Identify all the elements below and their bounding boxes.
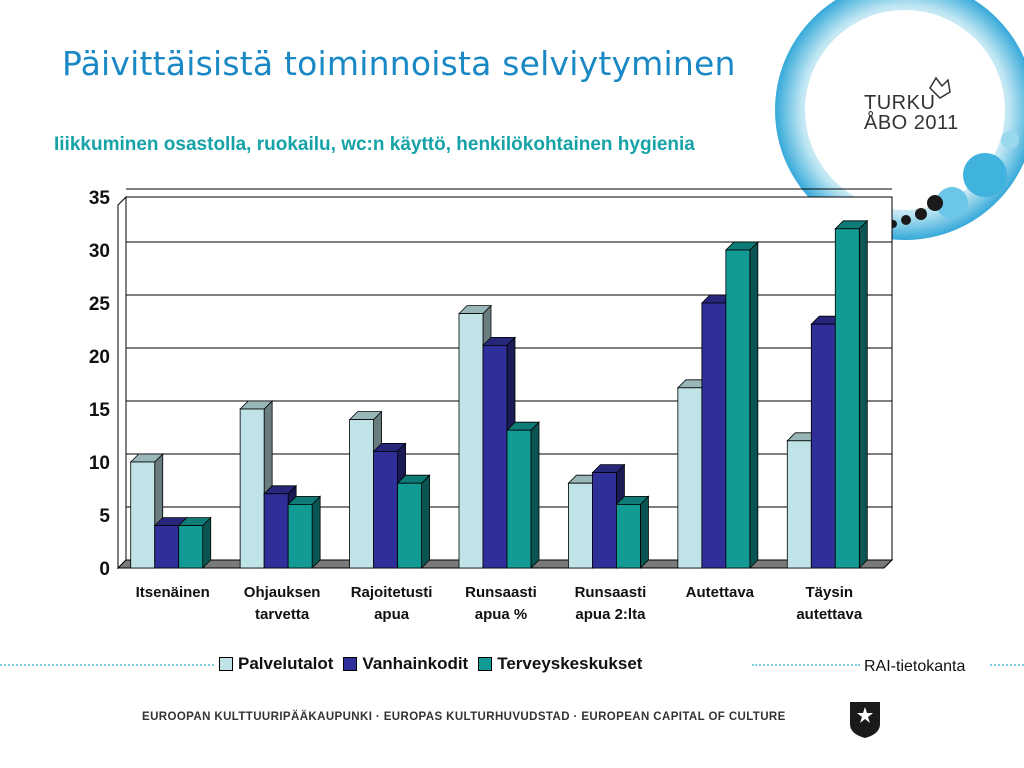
decorative-dot <box>936 187 968 219</box>
chart-legend: Palvelutalot Vanhainkodit Terveyskeskuks… <box>219 654 652 674</box>
page-subtitle: Iiikkuminen osastolla, ruokailu, wc:n kä… <box>54 134 695 155</box>
x-tick-label: apua % <box>475 606 528 623</box>
bar-vanhainkodit <box>154 525 180 569</box>
logo-line-turku: TURKU <box>864 92 936 114</box>
y-tick-label: 20 <box>89 347 110 368</box>
logo-line-abo: ÅBO 2011 <box>864 112 959 134</box>
decorative-ring-inner <box>805 10 1005 210</box>
y-tick-label: 10 <box>89 453 110 474</box>
bar-palvelutalot <box>786 440 812 569</box>
bar-side <box>311 495 321 569</box>
bar-palvelutalot <box>458 313 484 569</box>
bar-vanhainkodit <box>373 450 398 569</box>
legend-item-terveyskeskukset: Terveyskeskukset <box>478 654 642 674</box>
bar-palvelutalot <box>239 408 265 569</box>
x-tick-label: apua 2:lta <box>575 606 646 623</box>
footer-text: EUROOPAN KULTTUURIPÄÄKAUPUNKI · EUROPAS … <box>142 711 786 723</box>
bar-palvelutalot <box>677 387 703 569</box>
bar-terveyskeskukset <box>506 429 532 569</box>
bar-terveyskeskukset <box>397 482 422 569</box>
x-tick-label: Autettava <box>686 584 755 601</box>
bar-terveyskeskukset <box>834 228 860 569</box>
plot-side-wall <box>117 195 127 570</box>
divider-dotted-mid <box>752 664 860 666</box>
bar-vanhainkodit <box>810 323 836 569</box>
bar-palvelutalot <box>568 482 593 569</box>
x-tick-label: tarvetta <box>255 606 310 623</box>
x-tick-label: Täysin <box>806 584 854 601</box>
bar-vanhainkodit <box>263 493 289 569</box>
bar-side <box>530 421 540 569</box>
bar-vanhainkodit <box>592 472 617 569</box>
bar-side <box>858 219 868 569</box>
decorative-dot <box>963 153 1007 197</box>
divider-dotted-right <box>990 664 1024 666</box>
bar-palvelutalot <box>349 419 374 569</box>
legend-item-palvelutalot: Palvelutalot <box>219 654 333 674</box>
bar-side <box>421 474 430 569</box>
y-tick-label: 0 <box>99 559 110 580</box>
y-tick-label: 35 <box>89 188 111 209</box>
divider-dotted-left <box>0 664 214 666</box>
bar-side <box>749 241 759 569</box>
bar-vanhainkodit <box>482 344 508 569</box>
legend-item-vanhainkodit: Vanhainkodit <box>343 654 468 674</box>
legend-label: Terveyskeskukset <box>497 654 643 673</box>
bar-side <box>640 495 649 569</box>
legend-swatch <box>478 657 493 671</box>
x-tick-label: Ohjauksen <box>244 584 321 601</box>
decorative-dot <box>901 215 911 225</box>
bar-terveyskeskukset <box>725 249 751 569</box>
source-label: RAI-tietokanta <box>864 658 966 675</box>
decorative-dot <box>927 195 943 211</box>
turku-crest-icon <box>850 702 880 738</box>
y-tick-label: 30 <box>89 241 110 262</box>
bar-terveyskeskukset <box>178 525 204 569</box>
x-tick-label: Rajoitetusti <box>351 584 433 601</box>
decorative-dot <box>915 208 927 220</box>
bar-terveyskeskukset <box>287 503 313 569</box>
legend-label: Palvelutalot <box>238 654 334 673</box>
x-tick-label: Runsaasti <box>575 584 647 601</box>
x-tick-label: Itsenäinen <box>136 584 210 601</box>
x-tick-label: autettava <box>796 606 863 623</box>
bar-vanhainkodit <box>701 302 727 569</box>
legend-label: Vanhainkodit <box>362 654 469 673</box>
decorative-dot <box>1001 131 1019 149</box>
y-tick-label: 25 <box>89 294 111 315</box>
y-tick-label: 15 <box>89 400 111 421</box>
bar-palvelutalot <box>130 461 156 569</box>
bar-side <box>202 516 212 569</box>
legend-swatch <box>219 657 233 671</box>
x-tick-label: Runsaasti <box>465 584 537 601</box>
bar-terveyskeskukset <box>616 503 641 569</box>
x-tick-label: apua <box>374 606 410 623</box>
y-tick-label: 5 <box>99 506 110 527</box>
page-title: Päivittäisistä toiminnoista selviytymine… <box>62 44 736 83</box>
legend-swatch <box>343 657 358 671</box>
